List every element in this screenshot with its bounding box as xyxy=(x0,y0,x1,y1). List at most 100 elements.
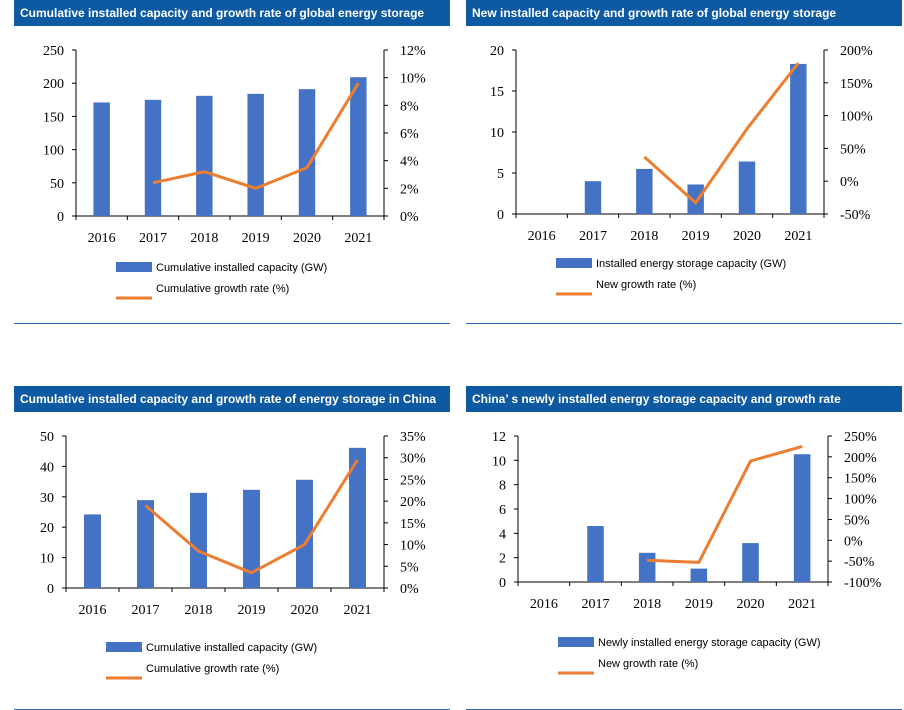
chart-panel-china-cumulative: Cumulative installed capacity and growth… xyxy=(14,386,450,710)
legend-bar-label: Installed energy storage capacity (GW) xyxy=(596,258,786,270)
y-right-tick-label: 35% xyxy=(400,430,426,445)
bar xyxy=(350,77,367,216)
bar xyxy=(587,526,604,582)
legend-line-label: Cumulative growth rate (%) xyxy=(146,663,279,675)
y-left-tick-label: 40 xyxy=(40,460,54,475)
growth-rate-line xyxy=(152,82,360,190)
y-right-tick-label: 5% xyxy=(400,560,419,575)
bar xyxy=(298,89,316,216)
y-left-tick-label: 15 xyxy=(490,85,504,100)
x-tick-label: 2018 xyxy=(633,597,661,612)
panel-divider xyxy=(14,323,450,324)
legend-bar-label: Cumulative installed capacity (GW) xyxy=(146,642,317,654)
y-left-tick-label: 2 xyxy=(499,552,506,567)
y-left-tick-label: 20 xyxy=(40,521,54,536)
y-left-tick-label: 50 xyxy=(50,177,64,192)
legend-bar-label: Cumulative installed capacity (GW) xyxy=(156,262,327,274)
y-left-tick-label: 5 xyxy=(497,167,504,182)
legend-bar-swatch xyxy=(556,258,592,268)
chart-panel-china-new: China’ s newly installed energy storage … xyxy=(466,386,902,710)
y-right-tick-label: 20% xyxy=(400,495,426,510)
chart-panel-global-new: New installed capacity and growth rate o… xyxy=(466,0,902,324)
chart-china-cumulative: 0 10 20 30 40 50 0% 5% 10% 15% 20% 25% 30% 35% 2016 201… xyxy=(40,430,426,680)
x-tick-label: 2021 xyxy=(784,229,812,244)
y-right-tick-label: -50% xyxy=(840,208,871,223)
legend-bar-swatch xyxy=(106,642,142,652)
x-tick-label: 2021 xyxy=(788,597,816,612)
legend-bar-swatch xyxy=(116,262,152,272)
growth-rate-line xyxy=(643,62,800,205)
y-right-tick-label: -50% xyxy=(844,555,875,570)
y-right-tick-label: 100% xyxy=(840,110,873,125)
y-right-tick-label: 100% xyxy=(844,493,877,508)
y-right-tick-label: 12% xyxy=(400,44,426,59)
y-right-tick-label: 200% xyxy=(840,44,873,59)
chart-title: Cumulative installed capacity and growth… xyxy=(14,0,450,26)
x-tick-label: 2017 xyxy=(132,603,160,618)
y-left-tick-label: 10 xyxy=(492,454,506,469)
y-left-tick-label: 4 xyxy=(499,527,506,542)
chart-title: Cumulative installed capacity and growth… xyxy=(14,386,450,412)
y-right-tick-label: 0% xyxy=(400,210,419,225)
x-tick-label: 2019 xyxy=(242,231,270,246)
x-tick-label: 2016 xyxy=(530,597,558,612)
y-left-tick-label: 0 xyxy=(499,576,506,591)
bar xyxy=(738,161,756,214)
x-tick-label: 2020 xyxy=(293,231,321,246)
bar xyxy=(742,543,759,582)
chart-panel-global-cumulative: Cumulative installed capacity and growth… xyxy=(14,0,450,324)
bar xyxy=(638,552,656,582)
x-tick-label: 2016 xyxy=(88,231,116,246)
chart-global-cumulative: 0 50 100 150 200 250 0% 2% 4% 6% 8% 10% 12% 2016 2017 2… xyxy=(43,44,426,300)
y-right-tick-label: 25% xyxy=(400,473,426,488)
panel-divider xyxy=(466,323,902,324)
y-left-tick-label: 0 xyxy=(57,210,64,225)
x-tick-label: 2018 xyxy=(190,231,218,246)
x-tick-label: 2016 xyxy=(79,603,107,618)
growth-rate-line xyxy=(144,459,359,575)
y-left-tick-label: 150 xyxy=(43,110,64,125)
y-left-tick-label: 10 xyxy=(490,126,504,141)
x-tick-label: 2021 xyxy=(344,603,372,618)
x-tick-label: 2018 xyxy=(630,229,658,244)
y-right-tick-label: 10% xyxy=(400,539,426,554)
bar xyxy=(84,514,101,588)
legend-line-label: New growth rate (%) xyxy=(598,658,698,670)
y-left-tick-label: 250 xyxy=(43,44,64,59)
x-tick-label: 2019 xyxy=(682,229,710,244)
x-tick-label: 2017 xyxy=(139,231,167,246)
y-right-tick-label: 4% xyxy=(400,155,419,170)
bar xyxy=(93,102,110,216)
y-left-tick-label: 50 xyxy=(40,430,54,445)
y-right-tick-label: -100% xyxy=(844,576,882,591)
bar xyxy=(636,168,653,214)
x-tick-label: 2020 xyxy=(737,597,765,612)
y-right-tick-label: 150% xyxy=(840,77,873,92)
x-tick-label: 2019 xyxy=(685,597,713,612)
y-left-tick-label: 12 xyxy=(492,430,506,445)
chart-title: New installed capacity and growth rate o… xyxy=(466,0,902,26)
x-tick-label: 2021 xyxy=(344,231,372,246)
bar xyxy=(687,184,704,214)
bar xyxy=(196,95,213,216)
y-right-tick-label: 2% xyxy=(400,182,419,197)
bar xyxy=(793,454,811,582)
y-right-tick-label: 30% xyxy=(400,452,426,467)
bar xyxy=(137,500,154,588)
x-tick-label: 2018 xyxy=(185,603,213,618)
bar xyxy=(190,492,207,588)
y-right-tick-label: 0% xyxy=(840,175,859,190)
y-right-tick-label: 150% xyxy=(844,472,877,487)
y-left-tick-label: 0 xyxy=(497,208,504,223)
x-tick-label: 2017 xyxy=(579,229,607,244)
y-right-tick-label: 6% xyxy=(400,127,419,142)
y-left-tick-label: 30 xyxy=(40,491,54,506)
y-right-tick-label: 0% xyxy=(844,534,863,549)
bar xyxy=(584,181,602,214)
legend-line-label: Cumulative growth rate (%) xyxy=(156,283,289,295)
chart-china-new: 0 2 4 6 8 10 12 -100% -50% 0% 50% 100% 150% 200% 250% 2… xyxy=(492,430,882,675)
y-right-tick-label: 0% xyxy=(400,582,419,597)
x-tick-label: 2020 xyxy=(733,229,761,244)
chart-global-new: 0 5 10 15 20 -50% 0% 50% 100% 150% 200% 2016 2017 201… xyxy=(490,44,873,296)
legend-bar-label: Newly installed energy storage capacity … xyxy=(598,637,821,649)
